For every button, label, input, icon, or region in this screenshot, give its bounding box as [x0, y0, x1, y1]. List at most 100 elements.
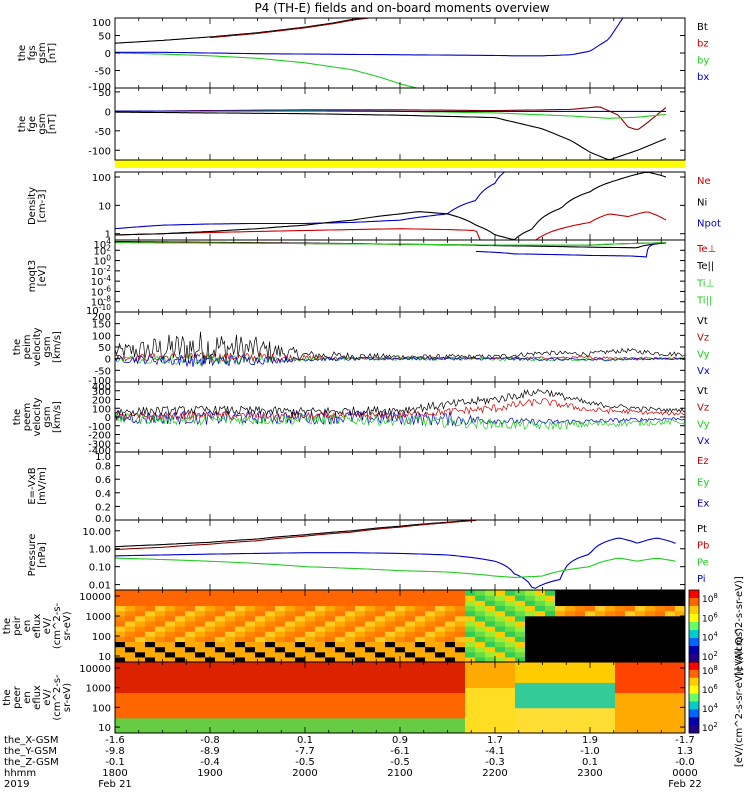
heatmap-cell [115, 656, 126, 662]
heatmap-cell [475, 595, 486, 601]
y-tick-label: 300 [92, 387, 111, 398]
heatmap-cell [375, 667, 386, 673]
heatmap-cell [575, 595, 586, 601]
heatmap-cell [355, 605, 366, 612]
heatmap-cell [155, 662, 166, 668]
heatmap-cell [165, 610, 176, 617]
legend-entry: Te⊥ [696, 244, 716, 255]
heatmap-cell [215, 682, 226, 688]
heatmap-cell [425, 687, 436, 694]
heatmap-cell [595, 605, 606, 612]
heatmap-cell [235, 615, 246, 622]
heatmap-cell [425, 702, 436, 709]
y-axis-label: [cm-3] [37, 189, 48, 222]
y-axis-label: fge [27, 116, 38, 132]
heatmap-cell [585, 712, 596, 719]
heatmap-cell [185, 631, 196, 637]
heatmap-cell [545, 646, 556, 653]
heatmap-cell [405, 590, 416, 596]
heatmap-cell [435, 682, 446, 688]
heatmap-cell [675, 727, 685, 733]
heatmap-cell [185, 595, 196, 601]
heatmap-cell [565, 651, 576, 658]
heatmap-cell [325, 667, 336, 673]
heatmap-cell [305, 656, 316, 662]
x-row-label: the_Z-GSM [4, 757, 59, 768]
heatmap-cell [545, 656, 556, 662]
y-tick-label: 0.01 [89, 581, 111, 592]
heatmap-cell [475, 662, 486, 668]
heatmap-cell [185, 702, 196, 709]
heatmap-cell [505, 610, 516, 617]
heatmap-cell [435, 641, 446, 648]
heatmap-cell [265, 662, 276, 668]
heatmap-cell [435, 595, 446, 601]
heatmap-cell [675, 702, 685, 709]
heatmap-cell [625, 636, 636, 643]
heatmap-cell [235, 717, 246, 724]
heatmap-cell [275, 636, 286, 643]
heatmap-cell [235, 620, 246, 627]
heatmap-cell [605, 687, 616, 694]
heatmap-cell [325, 662, 336, 668]
heatmap-cell [605, 682, 616, 688]
heatmap-cell [145, 717, 156, 724]
y-axis-label: sr-eV) [62, 683, 73, 712]
y-axis-label: the [12, 409, 23, 425]
heatmap-cell [255, 702, 266, 709]
heatmap-cell [565, 641, 576, 648]
colorbar-segment [689, 654, 699, 663]
heatmap-cell [415, 590, 426, 596]
heatmap-cell [625, 595, 636, 601]
y-axis-label: sr-eV) [62, 611, 73, 640]
heatmap-cell [625, 651, 636, 658]
heatmap-cell [145, 610, 156, 617]
heatmap-cell [485, 682, 496, 688]
heatmap-cell [575, 672, 586, 678]
heatmap-cell [405, 712, 416, 719]
heatmap-cell [185, 712, 196, 719]
heatmap-cell [395, 600, 406, 607]
heatmap-cell [645, 717, 656, 724]
heatmap-cell [255, 590, 266, 596]
heatmap-cell [325, 590, 336, 596]
heatmap-cell [365, 717, 376, 724]
heatmap-cell [175, 712, 186, 719]
heatmap-cell [495, 631, 506, 637]
heatmap-cell [135, 712, 146, 719]
heatmap-cell [115, 697, 126, 704]
peir_eflux-spectrogram [115, 590, 685, 662]
heatmap-cell [545, 687, 556, 694]
heatmap-cell [125, 727, 136, 733]
heatmap-cell [355, 590, 366, 596]
heatmap-cell [395, 620, 406, 627]
heatmap-cell [645, 722, 656, 729]
heatmap-cell [415, 672, 426, 678]
heatmap-cell [595, 651, 606, 658]
heatmap-cell [605, 615, 616, 622]
heatmap-cell [615, 615, 626, 622]
heatmap-cell [355, 646, 366, 653]
heatmap-cell [295, 641, 306, 648]
heatmap-cell [325, 646, 336, 653]
heatmap-cell [205, 631, 216, 637]
heatmap-cell [645, 662, 656, 668]
heatmap-cell [475, 620, 486, 627]
x-tick-value: -6.1 [390, 746, 410, 757]
heatmap-cell [235, 707, 246, 714]
heatmap-cell [665, 697, 676, 704]
heatmap-cell [675, 656, 685, 662]
heatmap-cell [405, 677, 416, 683]
heatmap-cell [455, 626, 466, 632]
heatmap-cell [555, 687, 566, 694]
heatmap-cell [395, 697, 406, 704]
y-tick-label: 0.6 [95, 475, 111, 486]
heatmap-cell [285, 636, 296, 643]
heatmap-cell [475, 646, 486, 653]
heatmap-cell [215, 667, 226, 673]
heatmap-cell [255, 646, 266, 653]
heatmap-cell [335, 605, 346, 612]
heatmap-cell [375, 682, 386, 688]
